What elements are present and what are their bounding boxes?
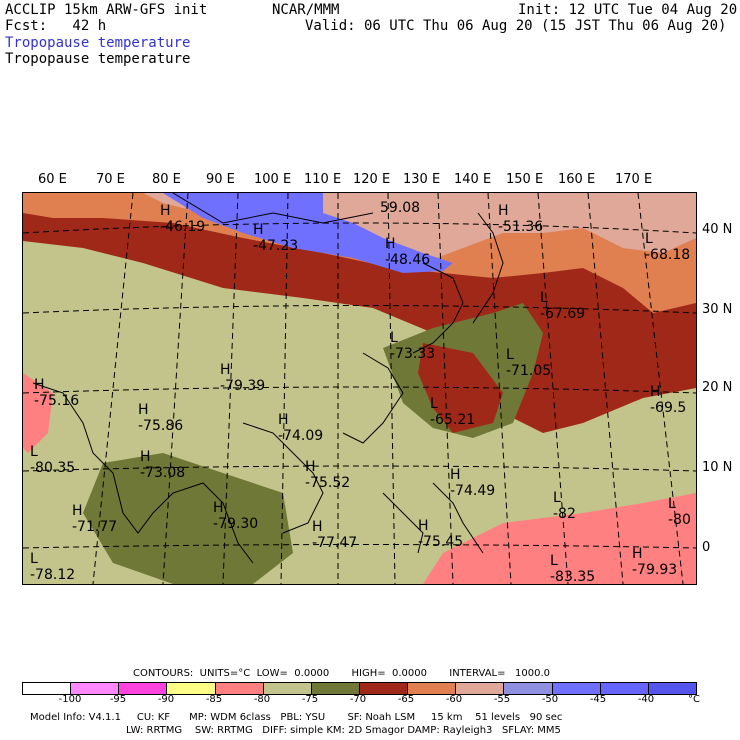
olive-core-south [83,453,293,584]
extremum-label: H -79.39 [220,362,266,394]
extremum-label: L -71.05 [506,347,552,379]
lon-label: 100 E [254,172,292,187]
lat-label: 30 N [702,302,733,317]
colorbar [22,682,697,695]
extremum-label: H -51.36 [498,203,544,235]
lat-label: 10 N [702,460,733,475]
extremum-label: H -47.23 [253,222,299,254]
extremum-label: L -68.18 [645,231,691,263]
contours-info: CONTOURS: UNITS=°C LOW= 0.0000 HIGH= 0.0… [133,668,551,679]
colorbar-swatch [311,683,360,694]
lat-label: 0 [702,540,711,555]
colorbar-tick: -85 [205,694,223,705]
map-panel [22,192,697,585]
model-title: ACCLIP 15km ARW-GFS init [5,2,208,18]
valid-time: Valid: 06 UTC Thu 06 Aug 20 (15 JST Thu … [305,18,727,34]
org-label: NCAR/MMM [272,2,340,18]
extremum-label: H -79.30 [213,500,259,532]
colorbar-tick: -55 [493,694,511,705]
extremum-label: H -71.77 [72,503,118,535]
field-title-secondary: Tropopause temperature [5,51,191,67]
extremum-label: L -73.33 [390,330,436,362]
blue-band [163,193,453,273]
map-fill [23,193,696,584]
lon-label: 170 E [615,172,653,187]
lon-label: 80 E [152,172,181,187]
colorbar-tick: °C [688,694,700,705]
lon-label: 130 E [403,172,441,187]
colorbar-tick: -40 [637,694,655,705]
pink-cold-region [423,493,696,584]
extremum-label: H -73.08 [140,449,186,481]
colorbar-tick: -75 [301,694,319,705]
colorbar-swatch [167,683,216,694]
colorbar-swatch [600,683,649,694]
colorbar-swatch [504,683,553,694]
colorbar-tick: -70 [349,694,367,705]
extremum-label: L -80 [668,496,691,528]
lon-label: 150 E [506,172,544,187]
colorbar-tick: -100 [58,694,82,705]
colorbar-tick: -50 [541,694,559,705]
extremum-label: H -75.45 [418,518,464,550]
extremum-label: H -48.46 [385,236,431,268]
colorbar-tick: -90 [157,694,175,705]
colorbar-tick: -95 [109,694,127,705]
model-info-line1: Model Info: V4.1.1 CU: KF MP: WDM 6class… [30,712,563,723]
extremum-label: H -74.09 [278,412,324,444]
colorbar-swatch [408,683,457,694]
lon-label: 70 E [96,172,125,187]
colorbar-swatch [71,683,120,694]
extremum-label: H -69.5 [650,384,687,416]
pink-west-region [23,373,53,453]
lon-label: 110 E [304,172,342,187]
extremum-label: L -67.69 [540,290,586,322]
colorbar-swatch [456,683,505,694]
lon-label: 120 E [353,172,391,187]
init-time: Init: 12 UTC Tue 04 Aug 20 [518,2,738,18]
lat-label: 40 N [702,222,733,237]
graticule [23,193,696,584]
extremum-label: H -75.52 [305,459,351,491]
model-info-line2: LW: RRTMG SW: RRTMG DIFF: simple KM: 2D … [126,725,561,736]
colorbar-swatch [648,683,696,694]
coastlines [32,193,504,564]
extremum-label: H -75.86 [138,402,184,434]
lon-label: 90 E [206,172,235,187]
lon-label: 60 E [38,172,67,187]
extremum-label: L -65.21 [430,396,476,428]
lat-label: 20 N [702,380,733,395]
extremum-label: H -75.16 [34,377,80,409]
forecast-hour: Fcst: 42 h [5,18,107,34]
extremum-label: L -83.35 [550,553,596,585]
colorbar-swatch [215,683,264,694]
extremum-label: L -78.12 [30,551,76,583]
colorbar-swatch [359,683,409,694]
colorbar-tick: -60 [445,694,463,705]
colorbar-swatch [263,683,312,694]
colorbar-tick: -45 [589,694,607,705]
extremum-label: H -77.47 [312,519,358,551]
extremum-label: H -79.93 [632,546,678,578]
extremum-label: H -46.19 [160,203,206,235]
extremum-label: 59.08 [380,200,421,216]
colorbar-tick: -80 [253,694,271,705]
olive-core-small [133,463,198,503]
colorbar-tick: -65 [397,694,415,705]
extremum-label: L -82 [553,490,576,522]
colorbar-swatch [23,683,72,694]
extremum-label: H -74.49 [450,467,496,499]
colorbar-swatch [119,683,168,694]
field-title-primary: Tropopause temperature [5,35,191,51]
colorbar-swatch [552,683,601,694]
extremum-label: L -80.35 [30,444,76,476]
lon-label: 140 E [454,172,492,187]
lon-label: 160 E [558,172,596,187]
red-core [418,343,503,433]
